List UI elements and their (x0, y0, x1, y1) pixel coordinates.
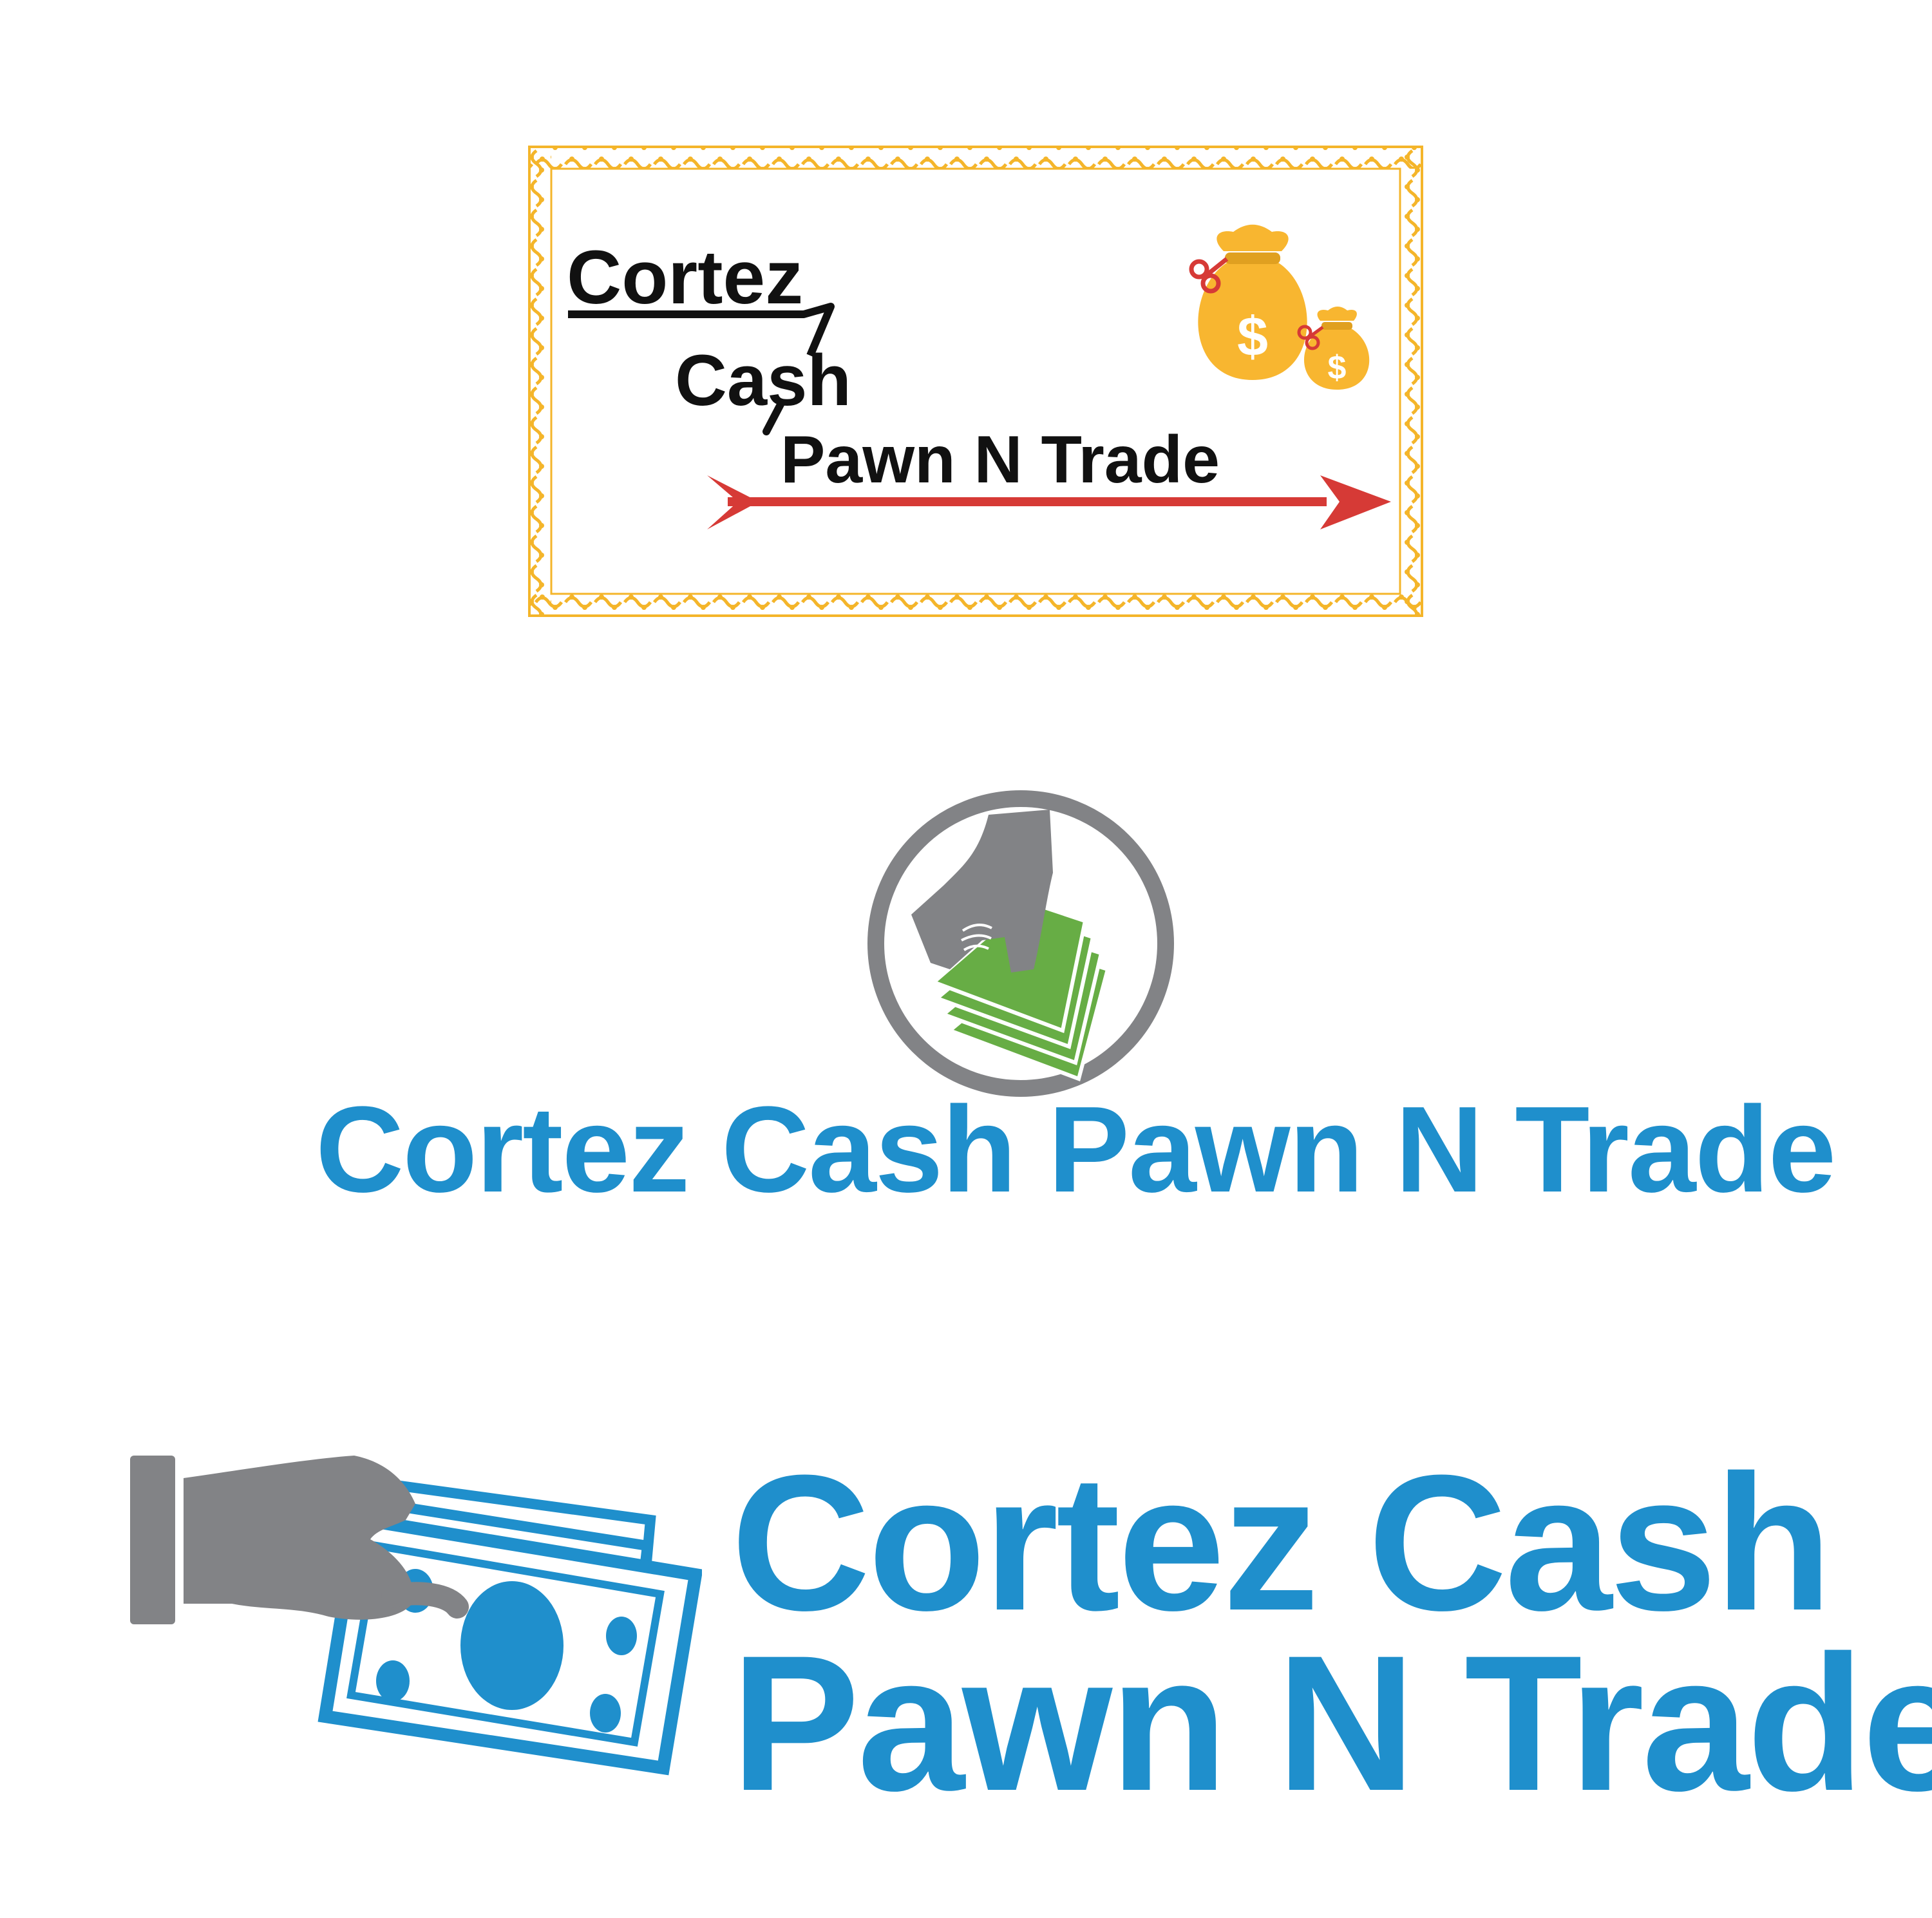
arrow-icon (707, 475, 1391, 529)
svg-text:$: $ (1328, 349, 1347, 386)
hand-holding-cash-icon (867, 790, 1174, 1097)
logo3-wordmark-line2: Pawn N Trade (731, 1615, 1932, 1831)
logo1-word-cash: Cash (675, 340, 851, 421)
logo3-wordmark-line1: Cortez Cash (731, 1434, 1832, 1651)
logo1-word-cortez: Cortez (567, 235, 804, 320)
logo2-wordmark: Cortez Cash Pawn N Trade (316, 1081, 1836, 1218)
logo-cortez-cash-framed: $ $ Cortez Cash Pawn N Trade (0, 0, 1932, 644)
ornate-frame-icon: $ $ (528, 146, 1423, 617)
hand-giving-money-icon (130, 1456, 702, 1776)
logo1-word-pawn-n-trade: Pawn N Trade (781, 423, 1220, 497)
svg-text:$: $ (1237, 306, 1268, 368)
money-bag-icon: $ $ (1189, 224, 1370, 390)
